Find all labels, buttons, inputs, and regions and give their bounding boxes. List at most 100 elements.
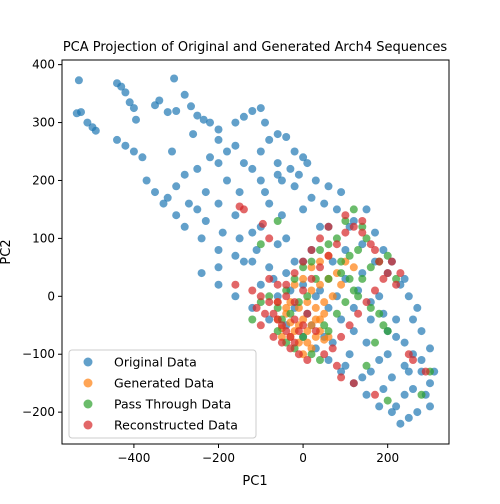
data-point: [392, 280, 401, 289]
data-point: [366, 303, 375, 312]
y-tick-label: 400: [32, 58, 55, 72]
data-point: [201, 217, 210, 225]
data-point: [375, 292, 384, 301]
data-point: [214, 199, 223, 208]
data-point: [341, 211, 350, 220]
data-point: [299, 332, 308, 341]
data-point: [362, 298, 371, 307]
data-point: [371, 338, 379, 347]
data-point: [392, 315, 401, 324]
data-point: [252, 246, 261, 254]
data-point: [316, 222, 324, 231]
data-point: [379, 246, 388, 254]
data-point: [387, 257, 396, 266]
x-axis-label: PC1: [242, 474, 267, 489]
data-point: [337, 280, 346, 289]
data-point: [341, 246, 350, 254]
data-point: [172, 107, 181, 115]
data-point: [337, 188, 346, 197]
data-point: [294, 170, 303, 179]
data-point: [320, 309, 329, 318]
data-point: [358, 217, 367, 225]
data-point: [345, 321, 354, 330]
data-point: [77, 108, 85, 117]
data-point: [294, 350, 303, 359]
data-point: [277, 176, 286, 185]
y-axis-label: PC2: [0, 239, 14, 264]
data-point: [311, 292, 320, 301]
data-point: [400, 361, 409, 370]
data-point: [277, 332, 286, 341]
data-point: [358, 269, 367, 278]
data-point: [320, 298, 329, 307]
data-point: [282, 269, 291, 278]
data-point: [337, 373, 346, 382]
data-point: [409, 356, 417, 364]
data-point: [307, 257, 316, 266]
data-point: [324, 274, 333, 283]
y-axis-ticks: −200 −100 0 100 200 300 400: [22, 58, 62, 419]
data-point: [366, 315, 375, 324]
data-point: [409, 385, 417, 393]
legend-box: [68, 349, 257, 439]
data-point: [214, 263, 223, 272]
data-point: [83, 118, 92, 127]
data-point: [324, 222, 333, 231]
data-point: [311, 303, 320, 312]
series-3-points: [231, 202, 430, 399]
data-point: [231, 141, 240, 150]
data-point: [320, 321, 329, 330]
data-point: [396, 269, 405, 278]
data-point: [358, 240, 367, 249]
data-point: [337, 269, 346, 278]
legend-marker: [83, 399, 93, 409]
data-point: [214, 280, 223, 289]
data-point: [332, 205, 341, 214]
data-point: [375, 257, 384, 266]
data-point: [345, 350, 354, 359]
data-point: [307, 321, 316, 330]
data-point: [311, 176, 320, 185]
data-point: [265, 298, 274, 307]
data-point: [299, 257, 308, 266]
data-point: [132, 115, 140, 124]
data-point: [193, 111, 202, 120]
legend-label: Reconstructed Data: [114, 418, 238, 433]
data-point: [256, 298, 265, 307]
data-point: [282, 234, 291, 243]
data-point: [235, 234, 244, 243]
x-tick-label: 0: [299, 451, 307, 465]
data-point: [273, 130, 282, 139]
y-tick-label: −100: [22, 347, 55, 361]
data-point: [184, 199, 193, 208]
data-point: [383, 269, 392, 278]
data-point: [277, 211, 286, 220]
data-point: [256, 147, 265, 156]
data-point: [218, 228, 227, 237]
data-point: [91, 126, 100, 135]
data-point: [392, 402, 401, 411]
data-point: [337, 315, 346, 324]
data-point: [311, 332, 320, 341]
data-point: [400, 274, 409, 283]
data-point: [383, 327, 392, 336]
data-point: [303, 309, 312, 318]
data-point: [239, 205, 248, 214]
data-point: [311, 327, 320, 336]
data-point: [303, 338, 312, 347]
data-point: [256, 176, 265, 185]
y-tick-label: 300: [32, 116, 55, 130]
data-point: [316, 234, 324, 243]
data-point: [248, 286, 257, 295]
data-point: [426, 402, 434, 411]
data-point: [180, 90, 189, 99]
data-point: [383, 350, 392, 359]
data-point: [223, 176, 231, 185]
data-point: [341, 298, 350, 307]
data-point: [413, 408, 422, 417]
data-point: [168, 147, 176, 156]
data-point: [273, 303, 282, 312]
data-point: [383, 251, 392, 260]
data-point: [252, 303, 261, 312]
